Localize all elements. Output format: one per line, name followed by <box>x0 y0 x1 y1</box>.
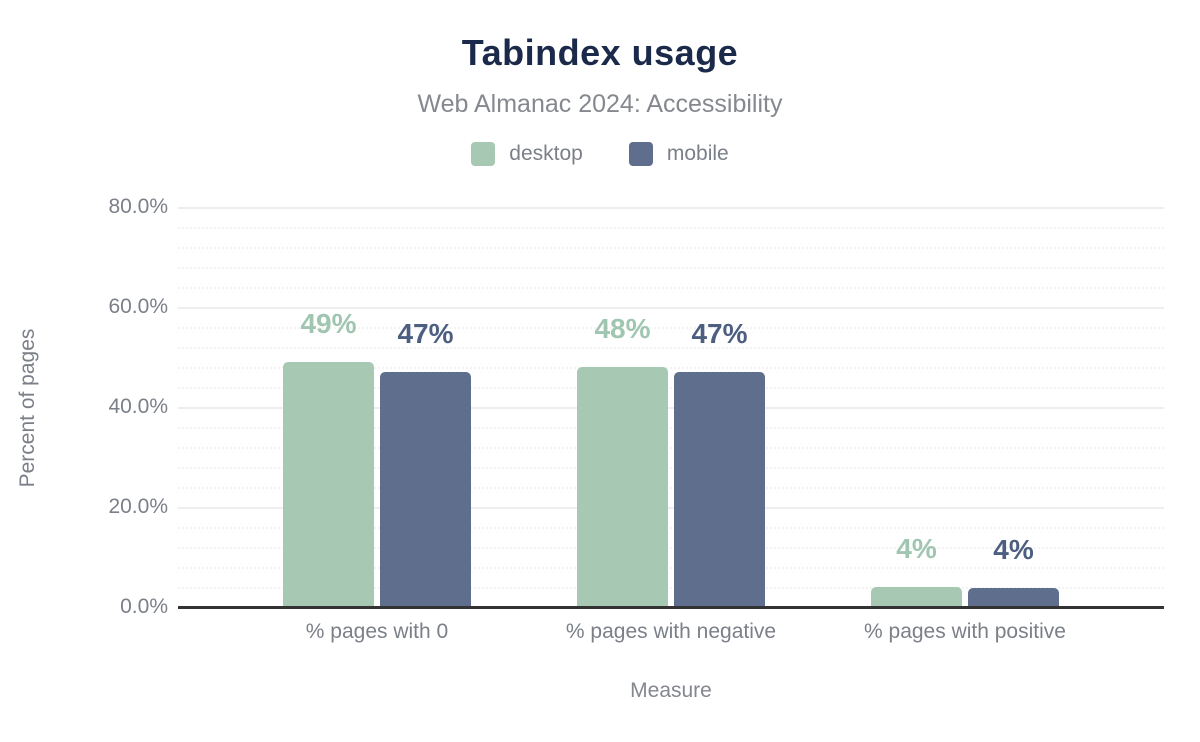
x-tick-label-1: % pages with negative <box>565 620 777 643</box>
gridline-minor <box>178 587 1164 589</box>
gridline-minor <box>178 567 1164 569</box>
x-axis-labels: % pages with 0 % pages with negative % pag… <box>178 620 1164 644</box>
gridline-minor <box>178 427 1164 429</box>
gridline-major <box>178 207 1164 209</box>
gridline-minor <box>178 547 1164 549</box>
x-axis-title: Measure <box>630 679 712 702</box>
bar-mobile-2[interactable]: 4% <box>968 536 1059 607</box>
chart-title: Tabindex usage <box>461 32 739 73</box>
gridline-minor <box>178 487 1164 489</box>
gridline-minor <box>178 287 1164 289</box>
gridline-minor <box>178 527 1164 529</box>
legend-label-mobile: mobile <box>666 142 729 165</box>
gridline-minor <box>178 447 1164 449</box>
bar-desktop-1[interactable]: 48% <box>577 315 668 607</box>
gridline-minor <box>178 387 1164 389</box>
mobile-swatch-icon <box>628 142 653 166</box>
bar-value-label-desktop-0: 49% <box>300 308 357 339</box>
bar-group-1: 48% 47% <box>524 207 818 607</box>
bar-value-label-mobile-1: 47% <box>691 318 748 349</box>
legend-item-mobile: mobile <box>628 142 729 166</box>
gridline-minor <box>178 227 1164 229</box>
plot-area: 49% 47% 48% 47% 4% 4% <box>178 207 1164 607</box>
y-tick-label: 20.0% <box>108 495 168 518</box>
legend-item-desktop: desktop <box>471 142 583 166</box>
y-tick-label: 60.0% <box>108 295 168 318</box>
gridline-major <box>178 507 1164 509</box>
y-tick-label: 40.0% <box>108 395 168 418</box>
bars-row: 49% 47% 48% 47% 4% 4% <box>178 207 1164 607</box>
gridline-major <box>178 407 1164 409</box>
bar-desktop-0[interactable]: 49% <box>283 310 374 607</box>
legend-label-desktop: desktop <box>509 142 583 165</box>
gridline-minor <box>178 327 1164 329</box>
x-tick-label-0: % pages with 0 <box>305 620 449 643</box>
bar-value-label-mobile-2: 4% <box>993 534 1034 565</box>
x-tick-label-2: % pages with positive <box>864 620 1066 643</box>
bar-value-label-desktop-1: 48% <box>594 313 651 344</box>
gridline-minor <box>178 367 1164 369</box>
gridline-minor <box>178 247 1164 249</box>
gridline-minor <box>178 347 1164 349</box>
legend: desktop mobile <box>0 142 1200 166</box>
bar-group-2: 4% 4% <box>818 207 1112 607</box>
y-tick-label: 80.0% <box>108 195 168 218</box>
bar-value-label-mobile-0: 47% <box>397 318 454 349</box>
gridline-minor <box>178 467 1164 469</box>
bar-mobile-0[interactable]: 47% <box>380 320 471 607</box>
gridline-minor <box>178 267 1164 269</box>
bar-mobile-1[interactable]: 47% <box>674 320 765 607</box>
bar-value-label-desktop-2: 4% <box>896 533 937 564</box>
desktop-swatch-icon <box>471 142 496 166</box>
chart-subtitle: Web Almanac 2024: Accessibility <box>417 90 783 118</box>
bar-group-0: 49% 47% <box>230 207 524 607</box>
y-tick-label: 0.0% <box>120 595 168 618</box>
gridline-major <box>178 307 1164 309</box>
bar-desktop-2[interactable]: 4% <box>871 535 962 607</box>
x-axis-line <box>178 606 1164 609</box>
